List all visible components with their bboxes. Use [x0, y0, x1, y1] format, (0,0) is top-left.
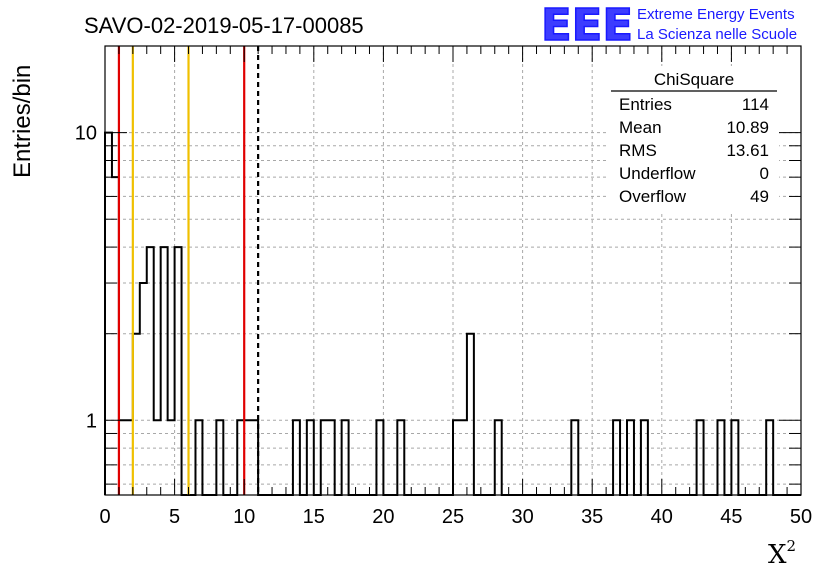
histogram-bin — [307, 420, 314, 495]
x-axis-title-main: X — [768, 540, 787, 570]
x-tick-label: 50 — [790, 506, 812, 528]
histogram-bin — [731, 420, 738, 495]
stats-label: Underflow — [619, 164, 696, 183]
tick-label-layer: 0 5 10 15 20 25 30 35 40 45 50 1 10 — [75, 123, 812, 528]
histogram-bin — [161, 247, 168, 495]
x-tick-label: 10 — [233, 506, 255, 528]
x-tick-label: 25 — [442, 506, 464, 528]
histogram-bin — [460, 420, 467, 495]
stats-value: 13.61 — [726, 141, 769, 160]
x-tick-label: 15 — [303, 506, 325, 528]
x-tick-label: 0 — [99, 506, 110, 528]
histogram-bin — [195, 420, 202, 495]
histogram-bin — [147, 247, 154, 495]
x-tick-label: 20 — [372, 506, 394, 528]
histogram-bin — [766, 420, 773, 495]
logo-line2: La Scienza nelle Scuole — [637, 26, 797, 43]
stats-value: 0 — [760, 164, 769, 183]
histogram-bin — [453, 420, 460, 495]
histogram-bin — [613, 420, 620, 495]
stats-label: Entries — [619, 95, 672, 114]
stats-value: 49 — [750, 187, 769, 206]
eee-logo: EEE EEE Extreme Energy Events La Scienza… — [540, 0, 797, 52]
histogram-bin — [321, 420, 328, 495]
stats-box-bg — [609, 66, 779, 211]
x-tick-label: 45 — [720, 506, 742, 528]
tick-layer — [104, 45, 802, 495]
histogram-bin — [697, 420, 704, 495]
histogram-bin — [168, 420, 175, 495]
histogram-bin — [641, 420, 648, 495]
y-axis-title: Entries/bin — [9, 65, 36, 178]
stats-value: 114 — [742, 95, 769, 114]
histogram-bin — [105, 133, 112, 495]
stats-box-title: ChiSquare — [654, 70, 734, 89]
eee-logo-mark: EEE — [541, 0, 633, 51]
histogram-bin — [293, 420, 300, 495]
stats-box: ChiSquare Entries 114 Mean 10.89 RMS 13.61 Und… — [609, 66, 779, 211]
histogram-bin — [397, 420, 404, 495]
histogram-bin — [342, 420, 349, 495]
stats-label: RMS — [619, 141, 657, 160]
stats-label: Overflow — [619, 187, 687, 206]
histogram-bin — [717, 420, 724, 495]
x-tick-label: 30 — [511, 506, 533, 528]
logo-line1: Extreme Energy Events — [637, 6, 795, 23]
stats-value: 10.89 — [726, 118, 769, 137]
histogram-bin — [175, 247, 182, 495]
x-tick-label: 5 — [169, 506, 180, 528]
x-axis-title: X2 — [768, 537, 796, 570]
vertical-lines-layer — [117, 46, 260, 495]
histogram-bin — [571, 420, 578, 495]
histogram-bin — [495, 420, 502, 495]
chart-title: SAVO-02-2019-05-17-00085 — [84, 13, 364, 38]
x-axis-title-sup: 2 — [787, 537, 797, 555]
eee-logo-mark-fill: EEE — [541, 0, 633, 51]
x-tick-label: 40 — [651, 506, 673, 528]
histogram-bin — [140, 283, 147, 495]
histogram-bin — [328, 420, 335, 495]
histogram-bin — [376, 420, 383, 495]
x-tick-label: 35 — [581, 506, 603, 528]
histogram-bin — [216, 420, 223, 495]
stats-label: Mean — [619, 118, 662, 137]
histogram-bin — [627, 420, 634, 495]
histogram-bin — [251, 420, 258, 495]
y-tick-label: 10 — [75, 123, 97, 145]
histogram-bin — [154, 420, 161, 495]
y-tick-label: 1 — [86, 410, 97, 432]
stats-rows: Entries 114 Mean 10.89 RMS 13.61 Underflow 0 Ove… — [619, 95, 769, 206]
histogram-bin — [467, 334, 474, 495]
